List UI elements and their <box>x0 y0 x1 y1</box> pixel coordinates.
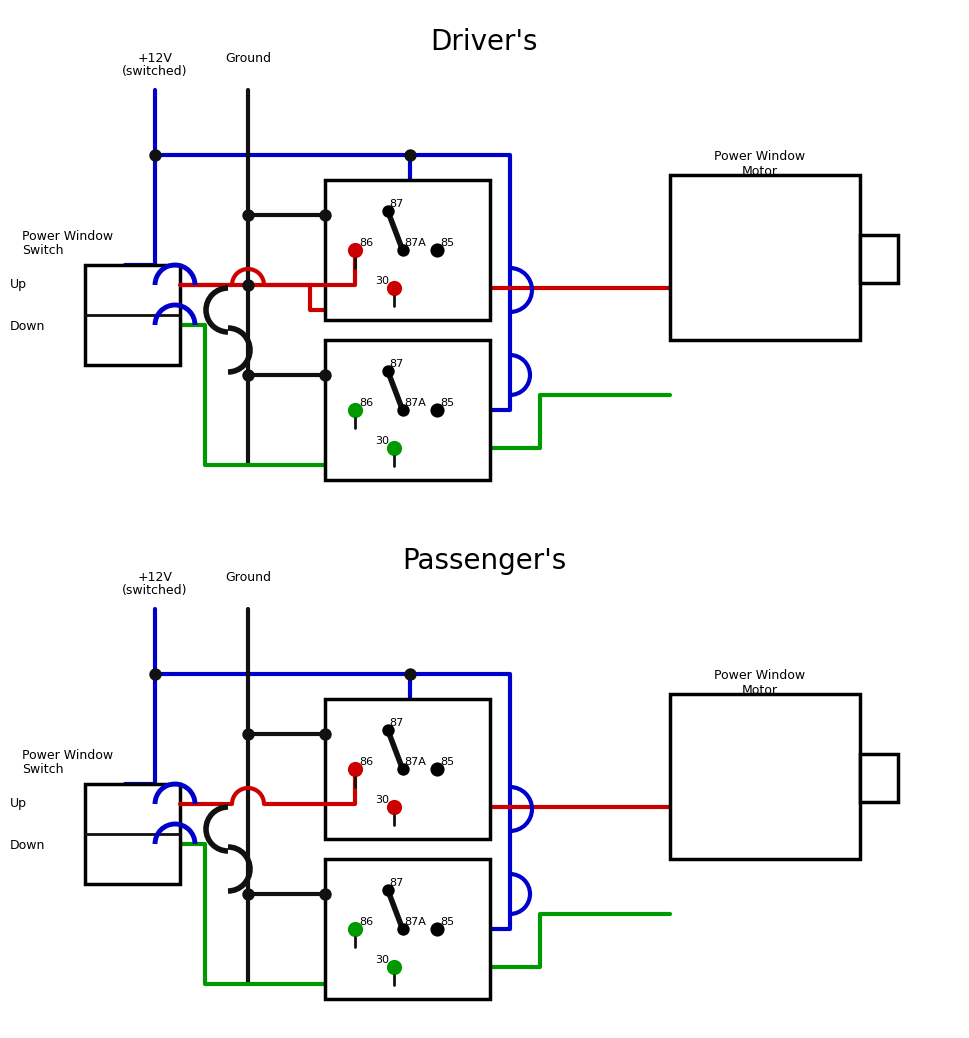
Text: 30: 30 <box>375 276 390 285</box>
Text: +12V: +12V <box>138 52 172 65</box>
Point <box>429 402 445 418</box>
Point <box>387 958 402 975</box>
Point <box>429 761 445 777</box>
Bar <box>325 340 490 480</box>
Point <box>387 798 402 815</box>
Text: Down: Down <box>10 320 46 333</box>
Point <box>380 721 395 738</box>
Text: Up: Up <box>10 278 27 291</box>
Point <box>240 277 256 294</box>
Text: Switch: Switch <box>22 244 64 257</box>
Point <box>380 202 395 219</box>
Text: 86: 86 <box>359 238 374 248</box>
Bar <box>670 175 860 340</box>
Text: 87: 87 <box>390 359 404 368</box>
Text: 87: 87 <box>390 718 404 728</box>
Text: Power Window: Power Window <box>714 670 805 682</box>
Text: 87A: 87A <box>404 757 426 767</box>
Point <box>402 146 418 163</box>
Text: Down: Down <box>10 839 46 852</box>
Point <box>240 207 256 223</box>
Point <box>317 207 332 223</box>
Point <box>347 242 362 258</box>
Text: Power Window: Power Window <box>22 749 113 762</box>
Point <box>347 402 362 418</box>
Text: 86: 86 <box>359 917 374 927</box>
Text: Motor: Motor <box>742 684 778 696</box>
Text: 85: 85 <box>440 757 454 767</box>
Point <box>387 279 402 296</box>
Bar <box>325 699 490 839</box>
Bar <box>670 694 860 859</box>
Bar <box>325 180 490 320</box>
Bar <box>325 859 490 999</box>
Point <box>347 761 362 777</box>
Text: (switched): (switched) <box>122 65 188 78</box>
Text: 30: 30 <box>375 955 390 964</box>
Text: 87: 87 <box>390 878 404 887</box>
Point <box>402 665 418 682</box>
Text: 86: 86 <box>359 757 374 767</box>
Text: 30: 30 <box>375 795 390 804</box>
Text: Ground: Ground <box>225 571 271 584</box>
Text: Up: Up <box>10 797 27 810</box>
Point <box>394 921 410 937</box>
Point <box>147 146 163 163</box>
Point <box>347 921 362 937</box>
Text: Ground: Ground <box>225 52 271 65</box>
Point <box>240 366 256 383</box>
Bar <box>85 784 180 884</box>
Point <box>317 366 332 383</box>
Text: 85: 85 <box>440 917 454 927</box>
Point <box>317 885 332 902</box>
Text: Motor: Motor <box>742 165 778 177</box>
Point <box>394 242 410 258</box>
Text: 87: 87 <box>390 199 404 209</box>
Point <box>429 242 445 258</box>
Text: Switch: Switch <box>22 763 64 776</box>
Text: 85: 85 <box>440 238 454 248</box>
Point <box>394 761 410 777</box>
Point <box>317 726 332 742</box>
Point <box>240 885 256 902</box>
Text: 30: 30 <box>375 436 390 445</box>
Bar <box>860 754 898 802</box>
Text: Passenger's: Passenger's <box>402 547 566 575</box>
Text: +12V: +12V <box>138 571 172 584</box>
Point <box>380 362 395 379</box>
Text: 87A: 87A <box>404 917 426 927</box>
Text: 87A: 87A <box>404 398 426 408</box>
Bar <box>85 265 180 365</box>
Point <box>394 402 410 418</box>
Text: (switched): (switched) <box>122 584 188 597</box>
Text: Power Window: Power Window <box>714 151 805 163</box>
Text: 87A: 87A <box>404 238 426 248</box>
Text: 85: 85 <box>440 398 454 408</box>
Bar <box>860 235 898 283</box>
Point <box>240 726 256 742</box>
Text: Driver's: Driver's <box>430 28 538 56</box>
Point <box>147 665 163 682</box>
Point <box>380 881 395 898</box>
Point <box>387 439 402 456</box>
Text: Power Window: Power Window <box>22 230 113 243</box>
Text: 86: 86 <box>359 398 374 408</box>
Point <box>429 921 445 937</box>
